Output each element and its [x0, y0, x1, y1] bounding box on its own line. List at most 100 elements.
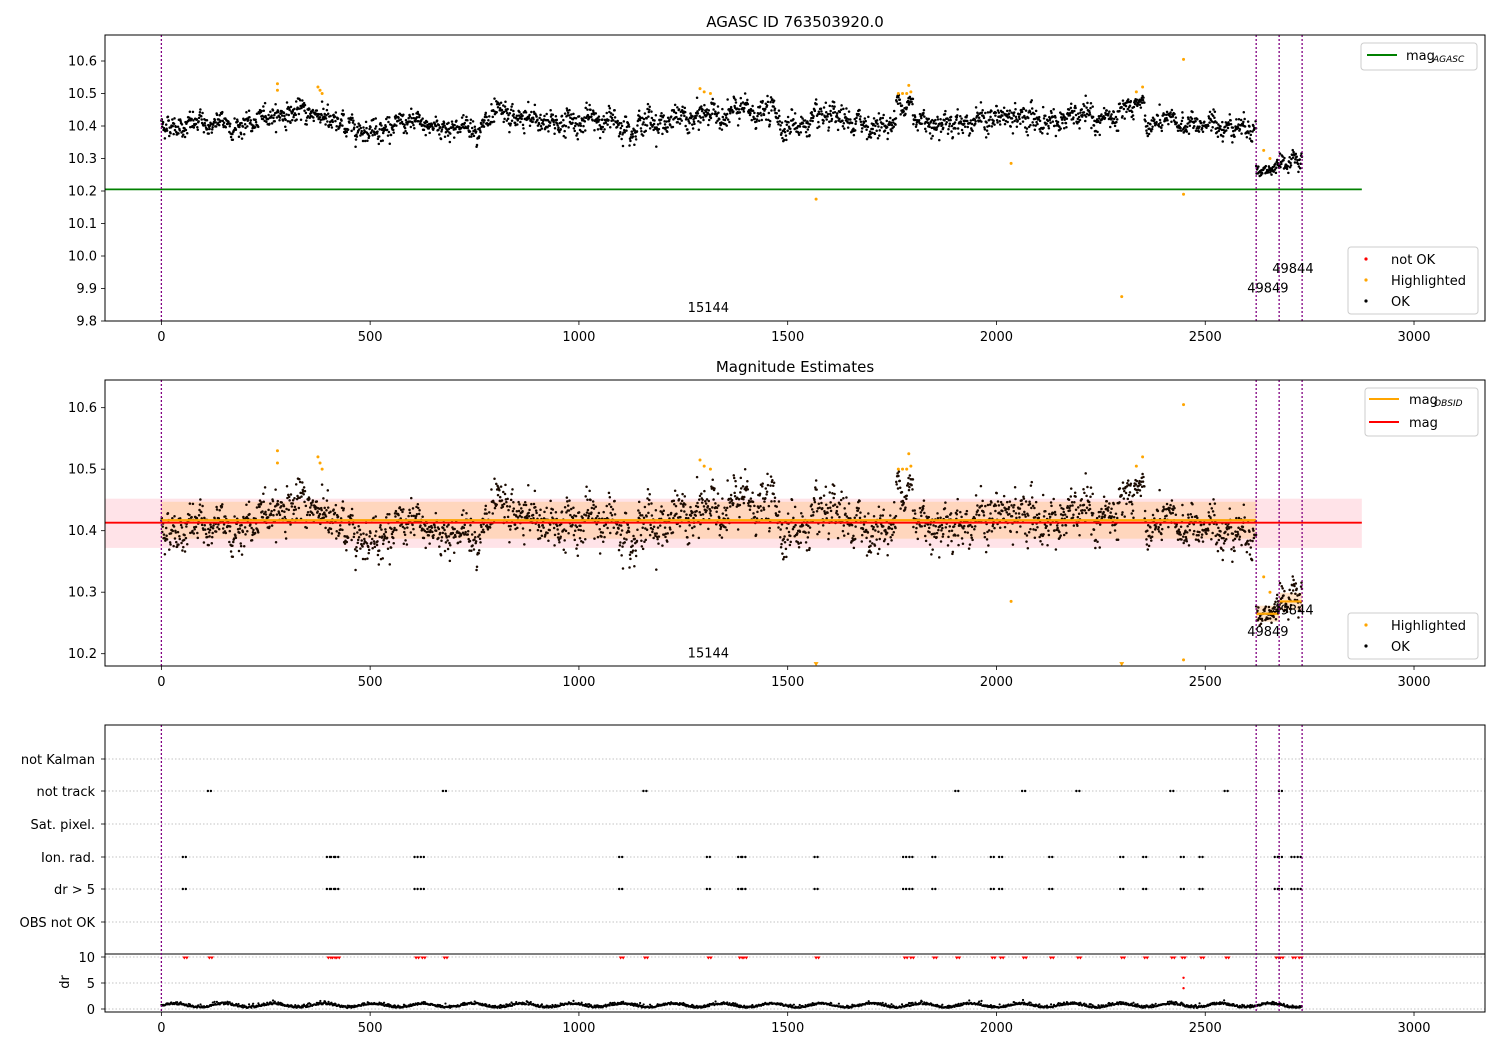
ok-point	[354, 138, 358, 141]
ok-point	[671, 531, 675, 534]
ok-point	[355, 133, 358, 136]
ok-point	[203, 516, 206, 520]
ok-point	[473, 125, 477, 129]
ok-point	[424, 546, 427, 550]
ok-point	[1015, 530, 1019, 534]
ok-point	[280, 504, 283, 508]
ok-point	[992, 119, 995, 123]
ok-point	[322, 107, 325, 111]
ok-point	[926, 121, 930, 124]
ok-point	[781, 552, 784, 555]
ok-point	[1146, 124, 1149, 128]
ok-point	[531, 120, 534, 124]
ok-point	[198, 508, 201, 512]
ok-point	[1126, 98, 1130, 101]
ok-point	[1219, 125, 1222, 128]
ok-point	[927, 515, 930, 519]
ok-point	[997, 504, 1001, 507]
ok-point	[1097, 119, 1100, 123]
ok-point	[949, 512, 953, 515]
ok-point	[524, 111, 528, 114]
ok-point	[1275, 166, 1278, 170]
ok-point	[609, 531, 612, 535]
ok-point	[1030, 506, 1033, 510]
ok-point	[564, 136, 567, 139]
ok-point	[1207, 124, 1210, 128]
ok-point	[164, 526, 168, 530]
ok-point	[358, 124, 362, 127]
ok-point	[677, 498, 681, 501]
ok-point	[327, 530, 331, 534]
ok-point	[1132, 117, 1135, 121]
ok-point	[1261, 172, 1264, 175]
ok-point	[693, 122, 696, 126]
ok-point	[1118, 102, 1122, 105]
ok-point	[346, 128, 350, 131]
ok-point	[681, 105, 684, 108]
ok-point	[542, 123, 545, 126]
ok-point	[553, 533, 557, 537]
ok-point	[376, 130, 379, 133]
ok-point	[1062, 507, 1065, 511]
ok-point	[333, 511, 337, 515]
ok-point	[641, 123, 644, 126]
ok-point	[637, 109, 641, 112]
ok-point	[931, 134, 934, 138]
ok-point	[546, 126, 549, 129]
ok-point	[587, 514, 591, 518]
ok-point	[761, 99, 764, 103]
ok-point	[462, 526, 466, 529]
ok-point	[234, 536, 238, 540]
ok-point	[604, 523, 608, 526]
x-tick-label: 2000	[980, 330, 1013, 345]
ok-point	[1126, 497, 1130, 501]
ok-point	[495, 482, 498, 486]
ok-point	[856, 509, 860, 512]
ok-point	[395, 528, 398, 532]
ok-point	[201, 504, 204, 508]
ok-point	[732, 476, 736, 480]
ok-point	[1148, 534, 1151, 538]
ok-point	[1005, 109, 1009, 113]
ok-point	[639, 533, 643, 537]
ok-point	[922, 504, 925, 508]
ok-point	[762, 113, 766, 117]
ok-point	[947, 128, 950, 131]
ok-point	[1145, 543, 1149, 546]
ok-point	[480, 525, 483, 529]
ok-point	[1215, 121, 1218, 124]
ok-point	[588, 103, 591, 107]
y-tick-label: 9.8	[76, 315, 97, 330]
ok-point	[983, 128, 987, 131]
ok-point	[1296, 162, 1300, 166]
ok-point	[1014, 512, 1018, 515]
ok-point	[180, 123, 184, 126]
ok-point	[783, 127, 786, 131]
ok-point	[509, 524, 512, 528]
ok-point	[1295, 155, 1298, 158]
ok-point	[976, 114, 980, 117]
ok-point	[717, 504, 720, 507]
ok-point	[442, 526, 445, 530]
ok-point	[1002, 494, 1006, 498]
ok-point	[1252, 124, 1255, 128]
ok-point	[850, 121, 854, 125]
ok-point	[1123, 515, 1126, 518]
ok-point	[1091, 105, 1094, 108]
ok-point	[817, 125, 821, 128]
ok-point	[865, 128, 868, 132]
ok-point	[280, 109, 283, 113]
ok-point	[571, 523, 574, 527]
ok-point	[889, 121, 893, 125]
ok-point	[857, 112, 860, 116]
ok-point	[890, 527, 894, 531]
ok-point	[434, 511, 438, 515]
ok-point	[680, 119, 683, 122]
ok-point	[759, 504, 762, 508]
ok-point	[442, 523, 446, 527]
ok-point	[714, 523, 718, 526]
ok-point	[913, 509, 916, 512]
ok-point	[601, 130, 605, 134]
ok-point	[678, 524, 682, 528]
ok-point	[202, 131, 206, 134]
